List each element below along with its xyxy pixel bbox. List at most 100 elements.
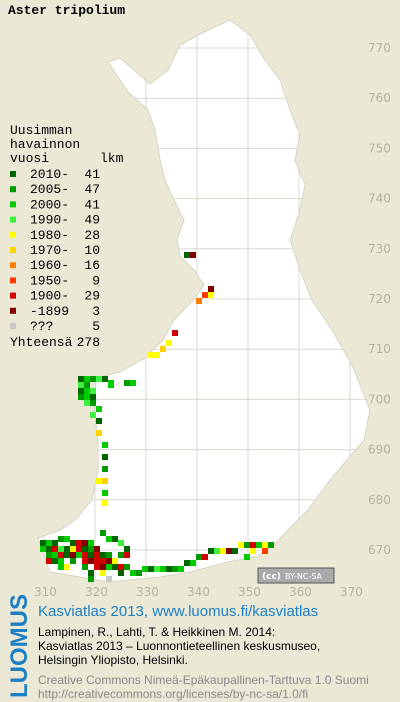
- record-square: [124, 552, 130, 558]
- record-square: [52, 546, 58, 552]
- legend-label: 2000-: [30, 197, 69, 212]
- record-square: [130, 380, 136, 386]
- legend-count: 47: [84, 182, 100, 197]
- record-square: [178, 566, 184, 572]
- record-square: [64, 564, 70, 570]
- legend-label: 1990-: [30, 213, 69, 228]
- link: Kasviatlas 2013, www.luomus.fi/kasviatla…: [38, 603, 318, 620]
- record-square: [58, 546, 64, 552]
- y-grid-label: 700: [368, 392, 391, 406]
- record-square: [154, 352, 160, 358]
- legend-total: 278: [77, 335, 100, 350]
- record-square: [268, 542, 274, 548]
- record-square: [232, 548, 238, 554]
- record-square: [82, 546, 88, 552]
- record-square: [256, 542, 262, 548]
- record-square: [208, 286, 214, 292]
- record-square: [250, 542, 256, 548]
- legend-label: 2010-: [30, 167, 69, 182]
- record-square: [124, 380, 130, 386]
- x-grid-label: 350: [238, 585, 261, 599]
- y-grid-label: 760: [368, 91, 391, 105]
- record-square: [154, 566, 160, 572]
- legend-swatch: [10, 323, 16, 329]
- record-square: [90, 388, 96, 394]
- record-square: [100, 530, 106, 536]
- legend-label: 2005-: [30, 182, 69, 197]
- record-square: [226, 548, 232, 554]
- record-square: [202, 292, 208, 298]
- y-grid-label: 730: [368, 242, 391, 256]
- record-square: [94, 546, 100, 552]
- legend-heading: Uusimman: [10, 123, 72, 138]
- record-square: [142, 566, 148, 572]
- record-square: [88, 570, 94, 576]
- record-square: [172, 566, 178, 572]
- citation: Helsingin Yliopisto, Helsinki.: [38, 653, 188, 667]
- record-square: [82, 540, 88, 546]
- record-square: [90, 394, 96, 400]
- legend-label: 1950-: [30, 273, 69, 288]
- legend-swatch: [10, 216, 16, 223]
- record-square: [102, 454, 108, 460]
- legend-label: ???: [30, 319, 53, 334]
- record-square: [136, 570, 142, 576]
- record-square: [244, 542, 250, 548]
- record-square: [88, 558, 94, 564]
- record-square: [88, 576, 94, 582]
- citation: Kasviatlas 2013 – Luonnontieteellinen ke…: [38, 639, 320, 653]
- record-square: [118, 540, 124, 546]
- record-square: [76, 546, 82, 552]
- legend-swatch: [10, 201, 16, 208]
- record-square: [88, 546, 94, 552]
- legend-count: 10: [84, 243, 100, 258]
- legend-count: 9: [92, 273, 100, 288]
- legend-swatch: [10, 307, 16, 314]
- record-square: [190, 252, 196, 258]
- record-square: [118, 552, 124, 558]
- record-square: [148, 352, 154, 358]
- record-square: [96, 478, 102, 484]
- record-square: [102, 442, 108, 448]
- legend-count: 49: [84, 213, 100, 228]
- x-grid-label: 320: [85, 585, 108, 599]
- record-square: [106, 564, 112, 570]
- record-square: [58, 564, 64, 570]
- record-square: [96, 418, 102, 424]
- record-square: [112, 536, 118, 542]
- record-square: [78, 388, 84, 394]
- record-square: [100, 552, 106, 558]
- record-square: [96, 376, 102, 382]
- record-square: [130, 570, 136, 576]
- legend-heading: vuosi: [10, 151, 49, 166]
- record-square: [70, 552, 76, 558]
- license-badge: (cc) BY-NC-SA: [257, 567, 335, 584]
- record-square: [82, 564, 88, 570]
- record-square: [102, 500, 108, 506]
- y-grid-label: 680: [368, 493, 391, 507]
- record-square: [166, 566, 172, 572]
- record-square: [220, 548, 226, 554]
- legend-swatch: [10, 231, 16, 238]
- record-square: [238, 542, 244, 548]
- record-square: [46, 552, 52, 558]
- record-square: [102, 466, 108, 472]
- record-square: [82, 552, 88, 558]
- record-square: [172, 330, 178, 336]
- record-square: [70, 540, 76, 546]
- record-square: [118, 564, 124, 570]
- legend-heading: havainnon: [10, 137, 80, 152]
- record-square: [94, 564, 100, 570]
- record-square: [82, 558, 88, 564]
- legend-label: -1899: [30, 304, 69, 319]
- record-square: [64, 546, 70, 552]
- records: [40, 252, 274, 582]
- record-square: [250, 548, 256, 554]
- record-square: [196, 298, 202, 304]
- record-square: [76, 540, 82, 546]
- record-square: [84, 400, 90, 406]
- record-square: [90, 412, 96, 418]
- legend-swatch: [10, 186, 16, 193]
